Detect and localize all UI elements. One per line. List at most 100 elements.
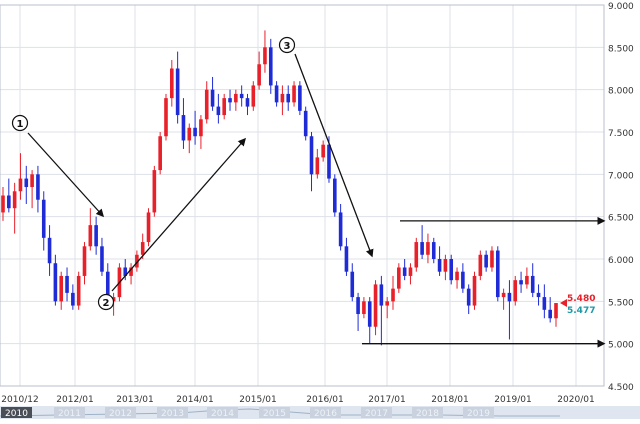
navigator-year-label[interactable]: 2019 bbox=[467, 409, 490, 419]
x-tick-label: 2019/01 bbox=[494, 395, 531, 405]
x-tick-label: 2014/01 bbox=[176, 395, 213, 405]
candle-body bbox=[461, 271, 465, 289]
candle-body bbox=[449, 259, 454, 281]
navigator-year-tab[interactable] bbox=[207, 407, 238, 418]
candle-body bbox=[158, 136, 162, 171]
navigator-year-tab[interactable] bbox=[361, 407, 392, 418]
candle-body bbox=[303, 110, 308, 137]
candle-body bbox=[59, 275, 64, 302]
candle-body bbox=[175, 68, 180, 116]
candle-body bbox=[222, 98, 227, 116]
candle-body bbox=[298, 85, 302, 111]
y-tick-label: 8.500 bbox=[608, 44, 634, 54]
candle-body bbox=[408, 267, 413, 276]
navigator-year-tab[interactable] bbox=[412, 407, 443, 418]
candle-body bbox=[36, 174, 40, 200]
candle-body bbox=[245, 98, 250, 107]
candle-body bbox=[379, 284, 384, 306]
candle-body bbox=[210, 89, 215, 107]
annotations: 1 2 3 bbox=[11, 36, 606, 348]
candle-body bbox=[53, 263, 58, 302]
navigator-year-label[interactable]: 2012 bbox=[109, 409, 132, 419]
candle-body bbox=[234, 93, 238, 103]
arrow-2 bbox=[111, 137, 246, 292]
candle-body bbox=[484, 254, 488, 268]
candle-body bbox=[367, 301, 372, 327]
navigator-year-tab[interactable] bbox=[259, 407, 290, 418]
plot-frame bbox=[0, 4, 605, 387]
grid bbox=[0, 4, 604, 387]
circled-number-marker bbox=[97, 293, 115, 311]
navigator-year-tab[interactable] bbox=[157, 407, 188, 418]
candle-body bbox=[135, 254, 139, 268]
circled-number-marker bbox=[11, 114, 29, 132]
candle-body bbox=[187, 127, 192, 141]
y-tick-label: 5.000 bbox=[608, 341, 634, 351]
candle-body bbox=[495, 250, 500, 298]
navigator-year-label[interactable]: 2017 bbox=[365, 409, 388, 419]
candle-body bbox=[420, 242, 424, 255]
candle-body bbox=[251, 85, 256, 107]
x-tick-label: 2016/01 bbox=[306, 395, 343, 405]
navigator-year-tab[interactable] bbox=[105, 407, 136, 418]
navigator-year-label[interactable]: 2016 bbox=[314, 409, 337, 419]
candle-body bbox=[105, 271, 110, 302]
navigator-year-tab[interactable] bbox=[463, 407, 494, 418]
candle-body bbox=[344, 246, 349, 272]
candle-body bbox=[239, 93, 244, 99]
candle-body bbox=[554, 303, 558, 319]
candle-body bbox=[123, 267, 128, 276]
candle-body bbox=[47, 237, 52, 264]
navigator-year-tab[interactable] bbox=[54, 407, 85, 418]
circled-number-label: 1 bbox=[17, 119, 24, 130]
navigator-year-label[interactable]: 2011 bbox=[58, 409, 81, 419]
candle-body bbox=[268, 47, 273, 86]
candle-body bbox=[373, 284, 378, 327]
arrow-1 bbox=[27, 132, 105, 218]
circled-number-label: 3 bbox=[284, 41, 291, 52]
y-tick-label: 7.500 bbox=[608, 129, 634, 139]
candle-body bbox=[548, 309, 552, 319]
candle-body bbox=[338, 212, 343, 247]
x-tick-label: 2018/01 bbox=[431, 395, 468, 405]
candles bbox=[1, 30, 558, 346]
candle-body bbox=[478, 254, 483, 276]
candle-body bbox=[94, 225, 98, 247]
circled-number-label: 2 bbox=[103, 298, 110, 309]
candle-body bbox=[140, 242, 145, 255]
last-price-label: 5.477 bbox=[567, 306, 595, 316]
navigator-year-label[interactable]: 2010 bbox=[5, 409, 28, 419]
candle-body bbox=[257, 64, 261, 86]
x-axis: 2010/12 2012/01 2013/01 2014/01 2015/01 2016/… bbox=[1, 395, 594, 405]
candle-body bbox=[402, 267, 407, 276]
candle-body bbox=[181, 115, 186, 141]
candle-body bbox=[362, 301, 366, 315]
candle-body bbox=[536, 292, 541, 298]
candle-body bbox=[309, 136, 314, 175]
candle-body bbox=[397, 267, 401, 289]
candle-body bbox=[146, 212, 151, 243]
navigator-year-tab[interactable] bbox=[1, 407, 32, 418]
navigator-year-label[interactable]: 2013 bbox=[161, 409, 184, 419]
navigator-year-label[interactable]: 2018 bbox=[416, 409, 439, 419]
navigator-year-label[interactable]: 2015 bbox=[263, 409, 286, 419]
date-navigator[interactable]: 2010 2011 2012 2013 2014 2015 2016 2017 2018 2019 bbox=[0, 406, 640, 419]
candle-body bbox=[170, 68, 174, 99]
candle-body bbox=[332, 178, 337, 213]
y-tick-label: 6.000 bbox=[608, 256, 634, 266]
candle-body bbox=[24, 178, 29, 188]
x-tick-label: 2017/01 bbox=[368, 395, 405, 405]
candle-body bbox=[385, 301, 389, 306]
last-price-label: 5.480 bbox=[567, 294, 595, 304]
x-tick-label: 2020/01 bbox=[557, 395, 594, 405]
navigator-year-tab[interactable] bbox=[310, 407, 341, 418]
candle-body bbox=[7, 195, 11, 209]
x-tick-label: 2012/01 bbox=[56, 395, 93, 405]
navigator-year-label[interactable]: 2014 bbox=[211, 409, 234, 419]
x-tick-label: 2013/01 bbox=[116, 395, 153, 405]
candle-body bbox=[466, 288, 471, 306]
candle-body bbox=[542, 297, 547, 310]
candle-body bbox=[292, 85, 296, 103]
candle-body bbox=[216, 106, 221, 116]
